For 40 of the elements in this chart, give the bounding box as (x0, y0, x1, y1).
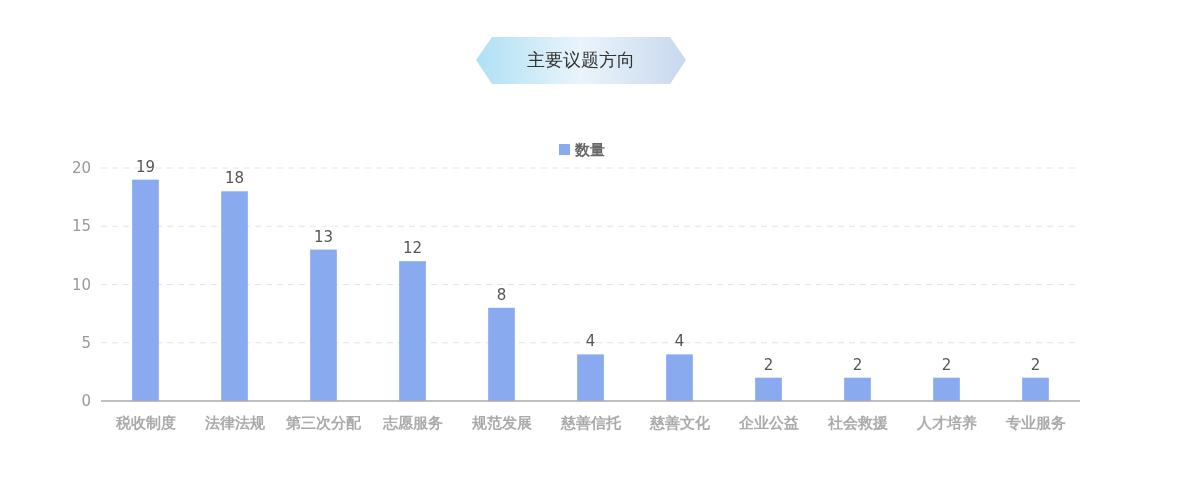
data-label: 2 (1030, 355, 1041, 374)
x-tick-label: 专业服务 (1004, 414, 1066, 432)
x-tick-label: 社会救援 (826, 414, 888, 432)
bar (488, 307, 515, 401)
x-tick-label: 税收制度 (114, 414, 176, 432)
bar (310, 249, 337, 401)
chart-title: 主要议题方向 (527, 49, 635, 70)
bar (666, 354, 693, 401)
data-label: 18 (224, 169, 245, 188)
data-label: 13 (313, 227, 334, 246)
bar (933, 377, 960, 401)
bar (221, 191, 248, 401)
bar (755, 377, 782, 401)
data-label: 2 (852, 355, 863, 374)
x-tick-label: 人才培养 (915, 414, 977, 432)
x-tick-label: 企业公益 (737, 414, 799, 432)
data-label: 12 (402, 239, 423, 258)
bar (132, 179, 159, 401)
bar (399, 261, 426, 401)
x-tick-label: 法律法规 (203, 414, 266, 432)
bar (844, 377, 871, 401)
x-tick-label: 第三次分配 (285, 414, 362, 432)
data-label: 4 (674, 332, 685, 351)
y-tick-label: 20 (71, 159, 91, 177)
data-label: 2 (941, 355, 952, 374)
y-tick-label: 0 (81, 392, 91, 410)
y-tick-label: 5 (81, 333, 91, 352)
bar (577, 354, 604, 401)
data-label: 19 (135, 157, 156, 176)
x-tick-label: 慈善信托 (559, 414, 622, 432)
legend-label: 数量 (574, 141, 605, 159)
data-label: 4 (585, 332, 596, 351)
data-label: 2 (763, 355, 774, 374)
x-tick-label: 慈善文化 (648, 414, 711, 432)
x-tick-label: 志愿服务 (381, 414, 443, 432)
data-label: 8 (496, 285, 507, 304)
y-tick-label: 15 (71, 217, 91, 236)
x-tick-label: 规范发展 (470, 414, 532, 432)
bar (1022, 377, 1049, 401)
y-tick-label: 10 (71, 275, 91, 294)
